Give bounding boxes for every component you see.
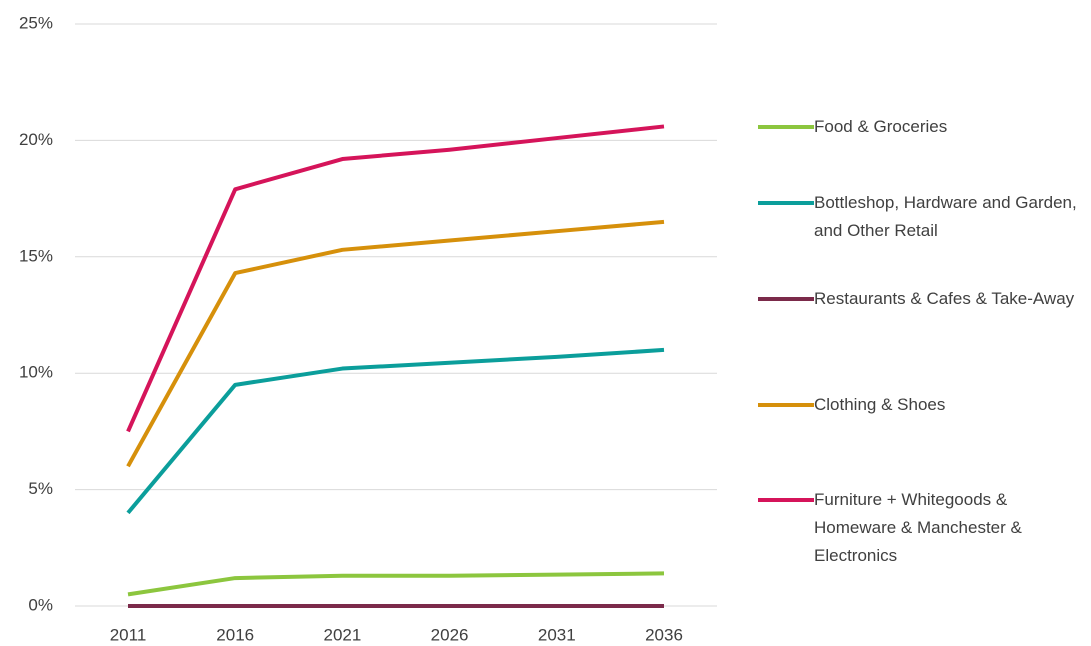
- y-tick-label: 10%: [19, 363, 53, 382]
- x-tick-label: 2016: [216, 625, 254, 644]
- legend-swatch: [758, 201, 814, 205]
- legend-item: Food & Groceries: [758, 113, 1084, 141]
- legend-item: Furniture + Whitegoods & Homeware & Manc…: [758, 486, 1084, 570]
- series-line: [126, 219, 665, 468]
- legend-item: Restaurants & Cafes & Take-Away: [758, 285, 1084, 313]
- y-tick-label: 20%: [19, 130, 53, 149]
- y-tick-label: 5%: [28, 479, 53, 498]
- series-line: [127, 571, 665, 597]
- legend-item: Clothing & Shoes: [758, 391, 1084, 419]
- legend-swatch: [758, 498, 814, 502]
- legend-label: Food & Groceries: [814, 117, 948, 136]
- x-tick-label: 2011: [110, 625, 147, 644]
- x-tick-label: 2031: [538, 625, 576, 644]
- series-line: [126, 347, 665, 515]
- x-tick-label: 2036: [645, 625, 683, 644]
- y-tick-label: 15%: [19, 246, 53, 265]
- legend-swatch: [758, 403, 814, 407]
- y-tick-label: 0%: [28, 595, 53, 614]
- legend-swatch: [758, 297, 814, 301]
- legend-label: Clothing & Shoes: [814, 395, 946, 414]
- x-tick-label: 2026: [431, 625, 469, 644]
- legend-item: Bottleshop, Hardware and Garden, and Oth…: [758, 189, 1084, 245]
- legend-label: Bottleshop, Hardware and Garden, and Oth…: [814, 193, 1077, 240]
- legend-label: Restaurants & Cafes & Take-Away: [814, 289, 1075, 308]
- series-line: [126, 124, 665, 433]
- y-tick-label: 25%: [19, 13, 53, 32]
- legend-label: Furniture + Whitegoods & Homeware & Manc…: [814, 490, 1022, 565]
- legend-swatch: [758, 125, 814, 129]
- x-tick-label: 2021: [323, 625, 361, 644]
